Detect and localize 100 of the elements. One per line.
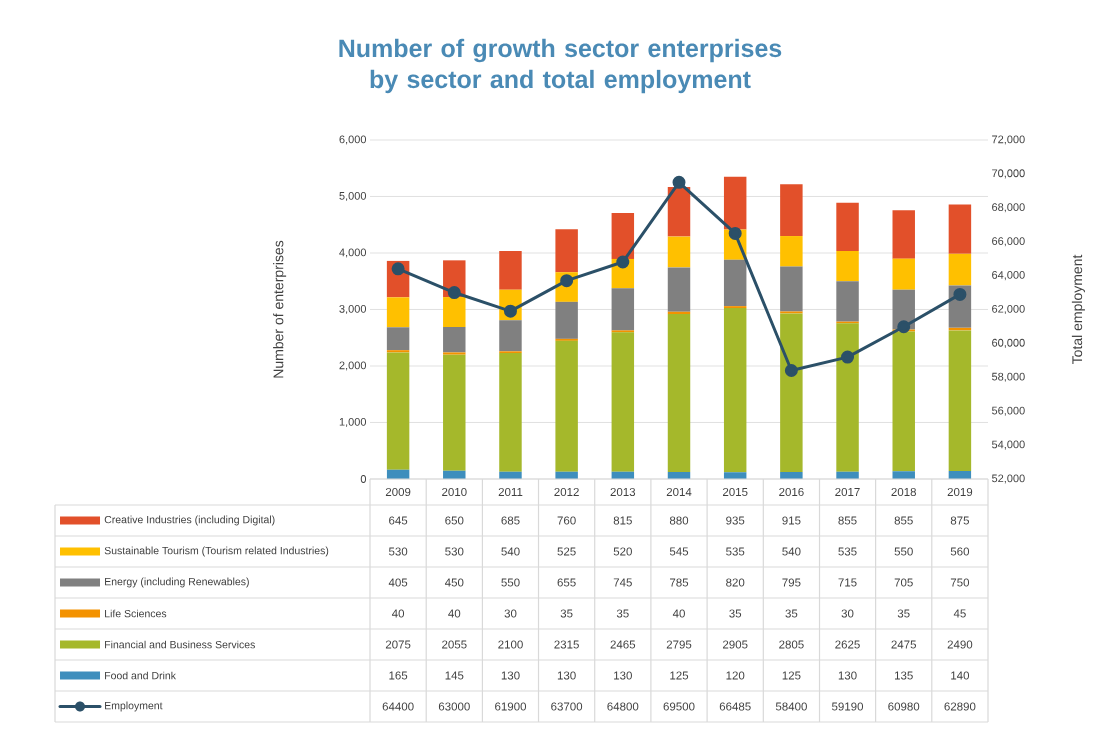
data-label: 63000	[438, 702, 470, 711]
y2-tick-label: 72,000	[992, 135, 1025, 145]
data-label: 915	[782, 516, 801, 525]
data-label: 60980	[888, 702, 920, 711]
bar	[386, 352, 410, 470]
data-label: 815	[613, 516, 632, 525]
data-label: 130	[501, 671, 520, 680]
x-tick-label: 2019	[947, 487, 973, 497]
data-label: 2100	[498, 640, 523, 649]
point	[447, 286, 461, 300]
data-label: 63700	[551, 702, 583, 711]
x-tick-label: 2017	[835, 487, 860, 497]
y-tick-label: 6,000	[339, 135, 367, 145]
legend-label: Financial and Business Services	[105, 640, 255, 649]
y2-tick-label: 68,000	[992, 203, 1025, 213]
point	[672, 175, 686, 189]
y2-tick-label: 62,000	[992, 304, 1025, 315]
data-label: 550	[894, 547, 913, 556]
bar	[443, 297, 466, 327]
data-label: 535	[726, 547, 745, 556]
data-label: 140	[951, 671, 970, 680]
point	[897, 320, 911, 334]
y2-axis-title: Total employment	[1071, 254, 1085, 365]
legend-label: Creative Industries (including Digital)	[104, 515, 275, 526]
y-tick-label: 1,000	[339, 417, 367, 428]
point	[953, 287, 967, 301]
bar	[780, 313, 803, 472]
data-label: 550	[501, 578, 520, 587]
x-tick-label: 2010	[442, 487, 467, 497]
data-label: 125	[782, 671, 801, 680]
data-label: 2465	[610, 640, 636, 649]
point	[391, 262, 405, 276]
data-label: 2315	[554, 640, 579, 649]
point	[728, 226, 742, 240]
bar	[892, 471, 915, 479]
data-label: 2475	[891, 640, 917, 649]
data-label: 69500	[663, 702, 695, 711]
x-tick-label: 2018	[891, 487, 916, 497]
data-label: 540	[501, 547, 520, 556]
data-label: 705	[894, 578, 913, 587]
bar	[836, 323, 859, 472]
bar	[892, 331, 915, 472]
legend-label: Life Sciences	[105, 609, 167, 618]
data-label: 450	[444, 578, 464, 587]
y-axis-title: Number of enterprises	[273, 240, 287, 378]
bar	[948, 330, 972, 472]
data-label: 525	[557, 547, 576, 556]
data-label: 650	[445, 516, 464, 525]
data-label: 405	[388, 578, 408, 587]
data-label: 785	[670, 578, 689, 587]
bar	[499, 251, 522, 290]
bar	[667, 186, 691, 237]
bar	[611, 288, 635, 331]
data-label: 35	[897, 609, 910, 618]
legend-label: Energy (including Renewables)	[105, 577, 249, 588]
x-tick-label: 2015	[723, 487, 748, 497]
y2-tick-label: 70,000	[992, 169, 1025, 179]
bar	[499, 353, 522, 472]
legend-label: Food and Drink	[105, 671, 176, 680]
bar	[386, 297, 410, 328]
data-label: 2055	[442, 640, 467, 649]
bar	[892, 210, 915, 259]
data-label: 750	[950, 578, 970, 587]
data-label: 58400	[775, 702, 807, 711]
data-label: 685	[501, 516, 520, 525]
data-label: 545	[669, 547, 689, 556]
data-label: 645	[389, 516, 408, 525]
bar	[499, 320, 522, 352]
point	[784, 364, 798, 378]
x-tick-label: 2013	[610, 487, 636, 497]
point	[616, 255, 630, 269]
bar	[386, 327, 410, 351]
bar	[780, 266, 803, 312]
y-tick-label: 0	[360, 475, 367, 483]
y-tick-label: 3,000	[339, 304, 367, 315]
bar	[892, 258, 915, 290]
data-label: 880	[669, 516, 689, 525]
bar	[667, 314, 691, 472]
data-label: 2075	[385, 640, 411, 649]
bar	[723, 259, 747, 307]
y2-tick-label: 64,000	[992, 271, 1025, 281]
bar	[667, 236, 691, 268]
data-label: 2795	[666, 640, 692, 649]
bar	[780, 236, 803, 267]
bar	[780, 184, 803, 237]
data-label: 540	[782, 547, 801, 556]
data-label: 760	[557, 516, 576, 525]
y-tick-label: 4,000	[339, 248, 367, 258]
bar	[723, 176, 747, 230]
data-label: 40	[448, 609, 461, 618]
bar	[443, 352, 466, 355]
data-label: 130	[557, 671, 576, 680]
data-label: 145	[445, 671, 464, 680]
data-label: 62890	[944, 702, 976, 711]
bar	[555, 229, 578, 273]
data-label: 120	[726, 671, 745, 680]
data-label: 2905	[723, 640, 748, 649]
point	[841, 350, 855, 364]
data-label: 30	[504, 609, 517, 618]
bar	[611, 332, 635, 472]
